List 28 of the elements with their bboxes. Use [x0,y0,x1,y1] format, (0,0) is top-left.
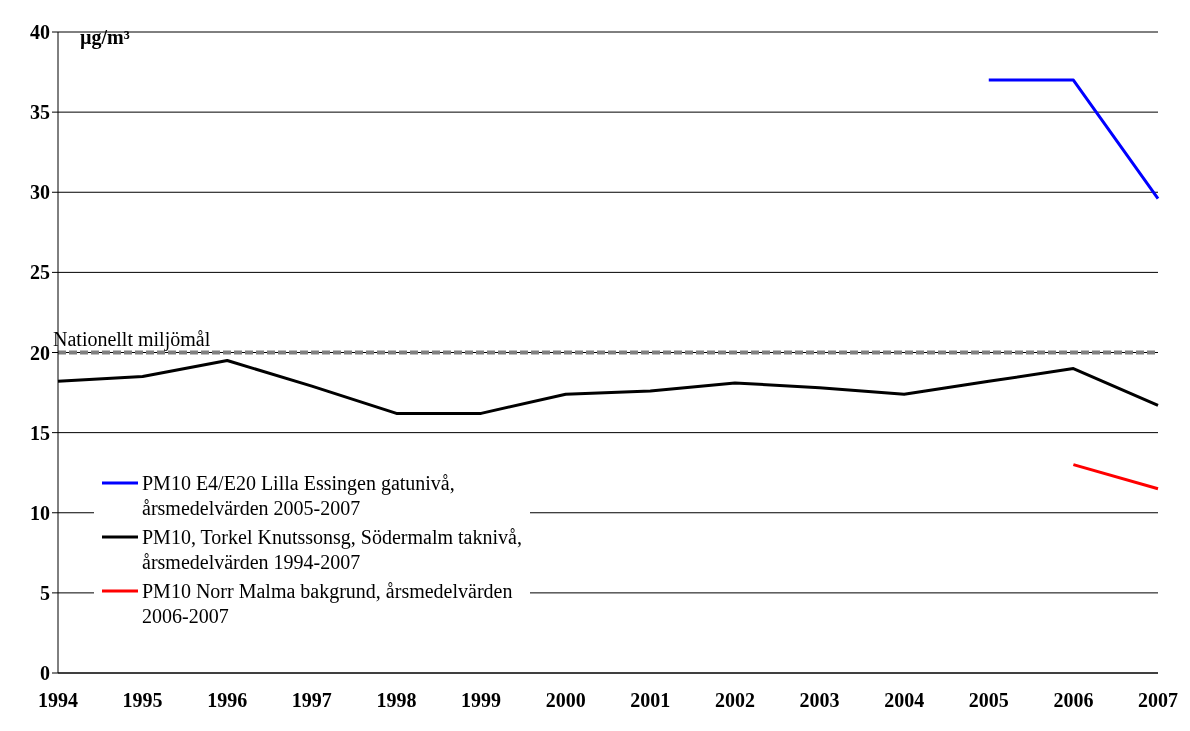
y-tick-label: 0 [40,662,50,685]
y-tick-label: 25 [30,261,50,284]
y-tick-label: 35 [30,101,50,124]
x-tick-label: 1997 [291,689,332,712]
y-tick-label: 30 [30,181,50,204]
ref-line-label: Nationellt miljömål [53,327,211,351]
legend-label: PM10, Torkel Knutssonsg, Södermalm taknivå, årsmedelvärden 1994-2007 [142,525,522,575]
legend-label: PM10 E4/E20 Lilla Essingen gatunivå, årsmedelvärden 2005-2007 [142,471,456,521]
y-tick-label: 15 [30,421,50,444]
x-tick-label: 1996 [207,689,248,712]
x-tick-label: 2001 [630,689,671,712]
x-tick-label: 2007 [1138,689,1178,712]
x-tick-label: 1998 [376,689,417,712]
y-tick-label: 5 [40,581,50,604]
x-tick-label: 2005 [968,689,1009,712]
x-tick-label: 1999 [461,689,502,712]
y-tick-label: 20 [30,341,50,364]
y-tick-label: 10 [30,501,50,524]
y-axis-title: µg/m³ [80,26,130,49]
x-tick-label: 2003 [799,689,840,712]
x-tick-label: 2006 [1053,689,1094,712]
x-tick-label: 2000 [545,689,586,712]
x-tick-label: 1994 [38,689,78,712]
x-tick-label: 2002 [714,689,755,712]
y-tick-label: 40 [30,21,50,44]
x-tick-label: 2004 [884,689,925,712]
legend-label: PM10 Norr Malma bakgrund, årsmedelvärden 2006-2007 [142,579,514,629]
x-tick-label: 1995 [122,689,163,712]
